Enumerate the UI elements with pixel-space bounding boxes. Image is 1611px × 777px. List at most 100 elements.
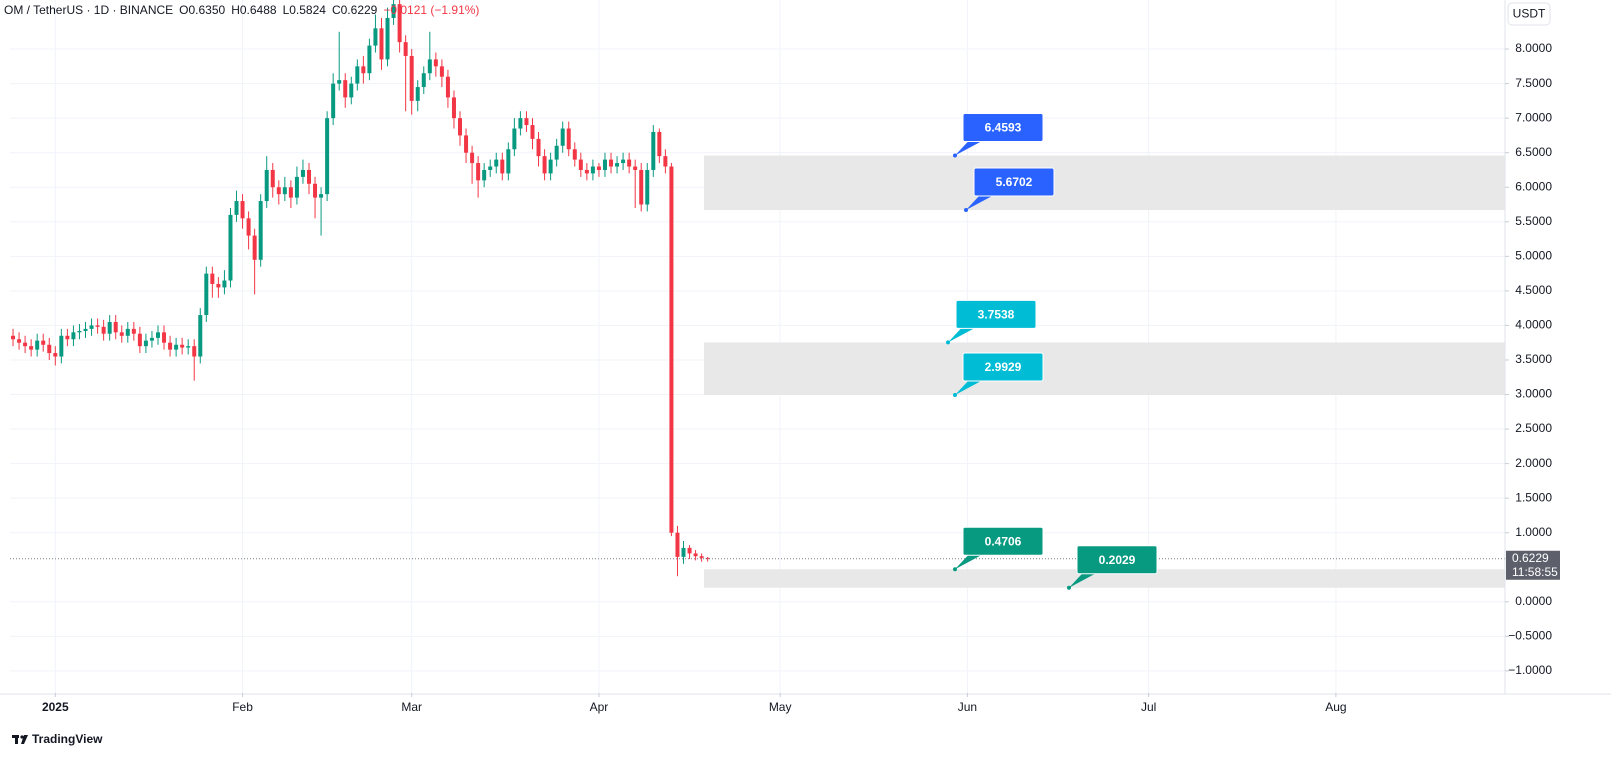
y-tick-label: 5.5000 bbox=[1515, 214, 1552, 228]
candle-body bbox=[47, 344, 52, 354]
open-label: O0.6350 bbox=[179, 3, 225, 17]
candle-body bbox=[174, 344, 179, 350]
y-tick-label: −1.0000 bbox=[1508, 663, 1552, 677]
candle-body bbox=[264, 169, 269, 202]
callout-box bbox=[962, 113, 1044, 143]
zone bbox=[704, 569, 1505, 588]
candle-body bbox=[560, 128, 565, 146]
candle-body bbox=[355, 66, 360, 84]
candle-body bbox=[361, 66, 366, 74]
candle-body bbox=[512, 128, 517, 150]
callout-label: 3.7538 bbox=[978, 308, 1015, 322]
candle-body bbox=[566, 128, 571, 150]
candle-body bbox=[319, 194, 324, 198]
candle-body bbox=[669, 166, 674, 533]
candle-body bbox=[282, 187, 287, 195]
candle-body bbox=[119, 332, 124, 336]
callout-box bbox=[955, 299, 1037, 329]
candle-body bbox=[77, 330, 82, 333]
candle-body bbox=[530, 125, 535, 139]
candle-body bbox=[421, 73, 426, 88]
low-label: L0.5824 bbox=[283, 3, 327, 17]
candle-body bbox=[11, 335, 16, 340]
candle-body bbox=[125, 328, 130, 336]
overlay: 6.4593 5.6702 3.7538 2.9929 0.4706 0.2029 bbox=[10, 113, 1505, 590]
candle-body bbox=[180, 344, 185, 348]
candle-body bbox=[627, 159, 632, 167]
zone bbox=[704, 342, 1505, 396]
callout-point bbox=[1067, 585, 1071, 590]
last-price-label: 0.6229 bbox=[1512, 551, 1549, 565]
candle-body bbox=[385, 17, 390, 60]
callout-label: 0.2029 bbox=[1099, 553, 1136, 567]
x-tick-label: Jun bbox=[958, 700, 977, 714]
candle-body bbox=[149, 337, 154, 341]
callout-box bbox=[973, 167, 1055, 197]
x-tick-label: Apr bbox=[590, 700, 609, 714]
candle-body bbox=[681, 547, 686, 557]
x-tick-label: Mar bbox=[401, 700, 422, 714]
currency[interactable]: USDT bbox=[1513, 7, 1546, 21]
candle-body bbox=[35, 340, 40, 350]
candle-body bbox=[615, 163, 620, 167]
currency-button[interactable] bbox=[1507, 2, 1551, 26]
legend-header: OM / TetherUS · 1D · BINANCE O0.6350 H0.64… bbox=[4, 3, 479, 17]
y-tick-label: 5.0000 bbox=[1515, 249, 1552, 263]
candle-body bbox=[162, 332, 167, 343]
candle-body bbox=[548, 159, 553, 174]
y-tick-label: 7.5000 bbox=[1515, 76, 1552, 90]
candle-body bbox=[276, 187, 281, 195]
y-tick-label: 3.0000 bbox=[1515, 387, 1552, 401]
candle-body bbox=[198, 315, 203, 357]
candle-body bbox=[23, 342, 28, 347]
candle-body bbox=[29, 346, 34, 350]
candle-body bbox=[313, 183, 318, 198]
candle-body bbox=[464, 135, 469, 153]
candle-body bbox=[367, 45, 372, 74]
callout-point bbox=[953, 393, 957, 398]
candle-body bbox=[349, 83, 354, 98]
callout-box bbox=[962, 352, 1044, 382]
y-tick-label: 8.0000 bbox=[1515, 41, 1552, 55]
candles bbox=[11, 0, 710, 577]
callout-label: 6.4593 bbox=[985, 121, 1022, 135]
candle-body bbox=[651, 131, 656, 170]
candle-body bbox=[451, 97, 456, 119]
candle-body bbox=[53, 353, 58, 357]
x-tick-label: Jul bbox=[1141, 700, 1156, 714]
candle-body bbox=[391, 4, 396, 18]
callout-point bbox=[953, 153, 957, 158]
candle-body bbox=[415, 87, 420, 101]
change-label: −0.0121 (−1.91%) bbox=[383, 3, 479, 17]
candle-body bbox=[41, 340, 46, 345]
candle-body bbox=[71, 332, 76, 340]
logo-mark bbox=[15, 735, 18, 744]
candle-body bbox=[494, 159, 499, 167]
callout-tail bbox=[1069, 572, 1097, 588]
callout-tail bbox=[955, 554, 983, 570]
y-tick-label: 1.0000 bbox=[1515, 525, 1552, 539]
candle-body bbox=[633, 166, 638, 170]
candle-body bbox=[705, 557, 710, 559]
candle-body bbox=[240, 201, 245, 219]
callout-tail bbox=[955, 380, 983, 396]
callout-label: 2.9929 bbox=[985, 360, 1022, 374]
callout-point bbox=[964, 208, 968, 213]
candle-body bbox=[186, 346, 191, 348]
logo-mark bbox=[21, 735, 28, 744]
candle-body bbox=[657, 131, 662, 157]
y-tick-label: 4.0000 bbox=[1515, 318, 1552, 332]
y-tick-label: −0.5000 bbox=[1508, 629, 1552, 643]
x-tick-label: 2025 bbox=[42, 700, 69, 714]
candle-body bbox=[524, 118, 529, 126]
y-tick-label: 2.0000 bbox=[1515, 456, 1552, 470]
candle-body bbox=[307, 169, 311, 184]
logo-mark bbox=[20, 735, 24, 739]
candle-body bbox=[578, 159, 583, 170]
candle-body bbox=[325, 118, 330, 195]
candle-body bbox=[488, 166, 493, 170]
candle-body bbox=[596, 166, 601, 170]
candle-body bbox=[445, 76, 450, 98]
high-label: H0.6488 bbox=[231, 3, 277, 17]
candle-body bbox=[482, 169, 487, 181]
